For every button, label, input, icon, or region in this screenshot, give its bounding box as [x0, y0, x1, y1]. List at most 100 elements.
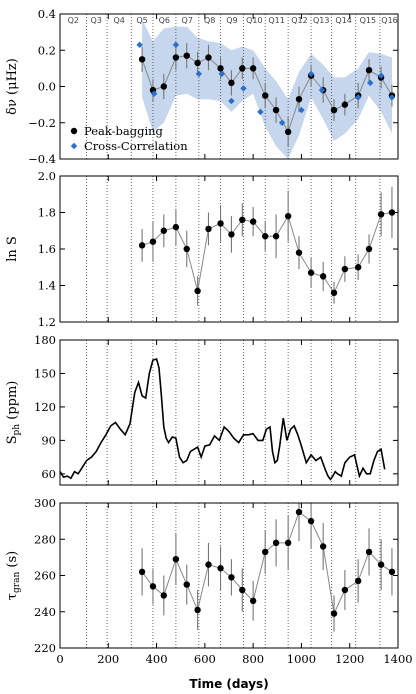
- y-tick-label: 280: [34, 532, 56, 546]
- data-point: [365, 66, 373, 74]
- data-point: [295, 508, 303, 516]
- data-point: [388, 568, 396, 576]
- data-point: [160, 83, 168, 90]
- plot-area: [86, 503, 396, 648]
- data-point: [172, 223, 180, 231]
- data-point: [365, 245, 373, 253]
- panel-1: Q2 Q3 Q4 Q5 Q6 Q7 Q8 Q9 Q10 Q11 Q12 Q13 Q14 Q15 Q16 0.4…: [5, 7, 399, 166]
- data-point: [307, 269, 315, 276]
- y-tick-label: 90: [41, 433, 56, 447]
- y-tick-label: 240: [34, 605, 56, 619]
- data-point: [319, 273, 327, 280]
- data-point: [160, 592, 168, 599]
- x-tick-label: 400: [146, 652, 168, 666]
- cross-correlation-point: [136, 41, 143, 49]
- cross-correlation-point: [307, 70, 315, 78]
- plot-area: [86, 176, 396, 322]
- y-tick-label: −0.2: [28, 116, 56, 130]
- data-point: [284, 212, 292, 220]
- data-point: [239, 586, 246, 594]
- quarter-label: Q2: [68, 16, 79, 25]
- y-tick-label: 1.4: [38, 279, 56, 293]
- quarter-label: Q9: [226, 16, 237, 25]
- data-point: [194, 606, 201, 614]
- cross-correlation-point: [228, 97, 235, 105]
- legend-marker-cross-correlation: [70, 142, 78, 150]
- data-point: [217, 220, 224, 227]
- data-point: [228, 79, 235, 87]
- x-axis-label: Time (days): [189, 677, 268, 691]
- data-point: [377, 561, 385, 568]
- data-point: [205, 54, 212, 61]
- y-tick-label: 0.2: [38, 43, 56, 57]
- y-tick-label: 0.0: [38, 80, 56, 94]
- y-tick-label: 300: [34, 496, 56, 510]
- x-tick-label: 200: [97, 652, 119, 666]
- data-point: [205, 225, 212, 233]
- cross-correlation-point: [218, 70, 225, 78]
- plot-area: [60, 340, 386, 485]
- cross-correlation-point: [257, 108, 264, 116]
- y-tick-label: 220: [34, 641, 56, 655]
- y-tick-label: 150: [34, 366, 56, 380]
- axes-frame: [59, 339, 399, 486]
- data-point: [149, 238, 157, 245]
- y-tick-label: 120: [34, 400, 56, 414]
- data-point: [183, 581, 190, 588]
- data-point: [377, 211, 385, 218]
- cross-correlation-point: [367, 79, 374, 87]
- y-tick-label: 0.4: [38, 7, 56, 21]
- quarter-label: Q12: [291, 16, 307, 25]
- quarter-label: Q8: [204, 16, 215, 25]
- quarter-label: Q3: [91, 16, 102, 25]
- y-tick-label: 60: [41, 467, 56, 481]
- quarter-label: Q5: [136, 16, 147, 25]
- data-point: [341, 586, 349, 594]
- data-point: [217, 565, 224, 572]
- data-point: [249, 218, 257, 225]
- data-point: [272, 233, 280, 240]
- data-point: [262, 92, 269, 99]
- plot-area: [86, 14, 396, 159]
- data-point: [319, 543, 327, 550]
- x-tick-label: 0: [56, 652, 63, 666]
- data-point: [365, 548, 373, 556]
- y-tick-label: 1.8: [38, 206, 56, 220]
- data-point: [172, 54, 180, 61]
- axes-frame: [59, 175, 399, 323]
- data-point: [272, 106, 280, 114]
- data-point: [307, 517, 315, 525]
- y-axis-label: δν (μHz): [5, 58, 20, 115]
- data-point: [295, 95, 303, 103]
- panel-3: 180 150 120 90 60 Sph (ppm): [5, 333, 399, 486]
- data-point: [262, 548, 269, 556]
- y-tick-label: −0.4: [28, 152, 56, 166]
- x-tick-label: 1200: [335, 652, 364, 666]
- cross-correlation-point: [388, 94, 396, 101]
- cross-correlation-point: [278, 119, 286, 126]
- quarter-label: Q10: [246, 16, 262, 25]
- data-point: [295, 249, 303, 256]
- cross-correlation-point: [195, 70, 203, 78]
- quarter-label: Q4: [113, 16, 124, 25]
- data-point: [354, 264, 362, 271]
- data-point: [228, 574, 235, 581]
- cross-correlation-point: [150, 90, 158, 97]
- data-point: [284, 539, 292, 547]
- data-point: [228, 231, 235, 238]
- data-point: [138, 56, 146, 63]
- x-tick-label: 800: [242, 652, 264, 666]
- y-tick-label: 180: [34, 333, 56, 347]
- data-point: [262, 233, 269, 240]
- y-tick-label: 2.0: [38, 169, 56, 183]
- data-point: [249, 65, 257, 72]
- data-point: [183, 52, 190, 59]
- data-point: [330, 289, 338, 296]
- data-point: [172, 555, 180, 563]
- cross-correlation-point: [354, 94, 362, 101]
- data-point: [217, 65, 224, 72]
- connector-line: [141, 511, 393, 616]
- cross-correlation-point: [240, 85, 247, 92]
- data-point: [194, 59, 201, 67]
